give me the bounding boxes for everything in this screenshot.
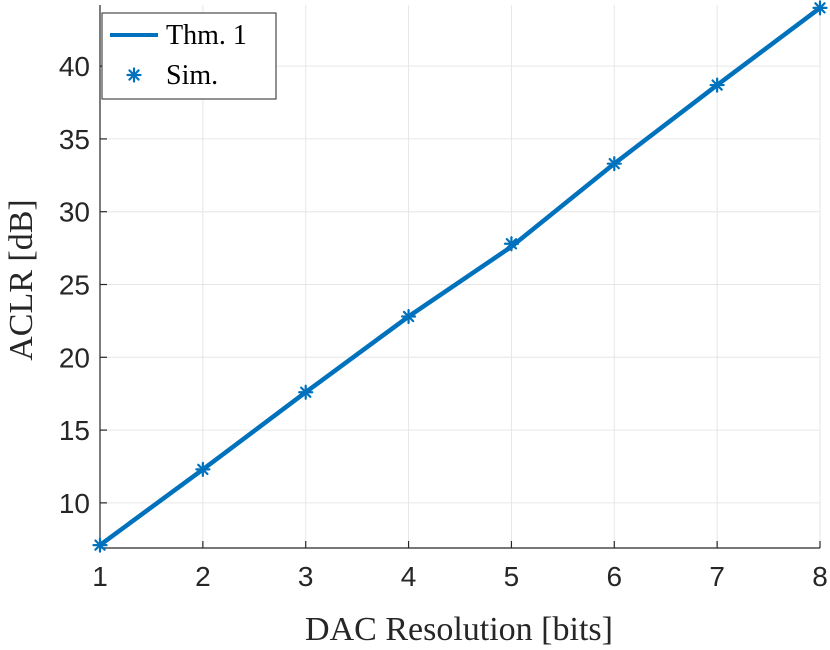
sim-point-3 [298, 384, 314, 400]
legend-entry-thm1: Thm. 1 [166, 20, 247, 51]
x-tick-label-6: 6 [606, 561, 622, 592]
x-tick-label-7: 7 [709, 561, 725, 592]
x-tick-label-8: 8 [812, 561, 828, 592]
sim-point-3-stroke [300, 386, 312, 398]
x-tick-label-3: 3 [298, 561, 314, 592]
sim-point-1-stroke [94, 539, 106, 551]
x-tick-label-1: 1 [92, 561, 108, 592]
y-tick-label-15: 15 [59, 415, 90, 446]
legend-asterisk-marker [126, 67, 142, 83]
sim-point-1 [92, 537, 108, 553]
legend-sim-asterisk-stroke [128, 69, 140, 81]
x-tick-label-4: 4 [401, 561, 417, 592]
sim-point-4 [400, 308, 417, 325]
y-axis-label: ACLR [dB] [3, 199, 40, 361]
legend-sim-asterisk [126, 67, 142, 83]
sim-point-4-stroke [402, 310, 415, 323]
sim-point-7-stroke [711, 79, 723, 91]
sim-point-5 [503, 236, 520, 252]
sim-point-6-stroke [608, 157, 620, 170]
axes [99, 5, 820, 549]
x-axis-ticks: 1 2 3 4 5 6 7 8 [92, 541, 828, 592]
x-tick-label-2: 2 [195, 561, 211, 592]
y-tick-label-10: 10 [59, 488, 90, 519]
y-axis-ticks: 10 15 20 25 30 35 40 [59, 51, 107, 519]
sim-point-8 [812, 0, 828, 16]
sim-point-5-stroke [505, 238, 518, 250]
sim-point-2 [195, 461, 211, 477]
x-axis-label: DAC Resolution [bits] [305, 611, 613, 648]
x-tick-label-5: 5 [504, 561, 520, 592]
y-tick-label-35: 35 [59, 124, 90, 155]
y-tick-label-20: 20 [59, 342, 90, 373]
series-group [92, 0, 828, 553]
series-line-thm1 [97, 5, 823, 548]
sim-point-6 [606, 156, 622, 172]
y-tick-label-40: 40 [59, 51, 90, 82]
sim-point-8-stroke [814, 2, 826, 14]
sim-point-7 [709, 77, 725, 93]
sim-point-2-stroke [197, 463, 209, 476]
y-tick-label-25: 25 [59, 270, 90, 301]
legend-entry-sim: Sim. [166, 60, 218, 91]
y-tick-label-30: 30 [59, 197, 90, 228]
legend-box [101, 12, 277, 100]
legend: Thm. 1 Sim. [101, 12, 277, 100]
grid [99, 5, 821, 548]
